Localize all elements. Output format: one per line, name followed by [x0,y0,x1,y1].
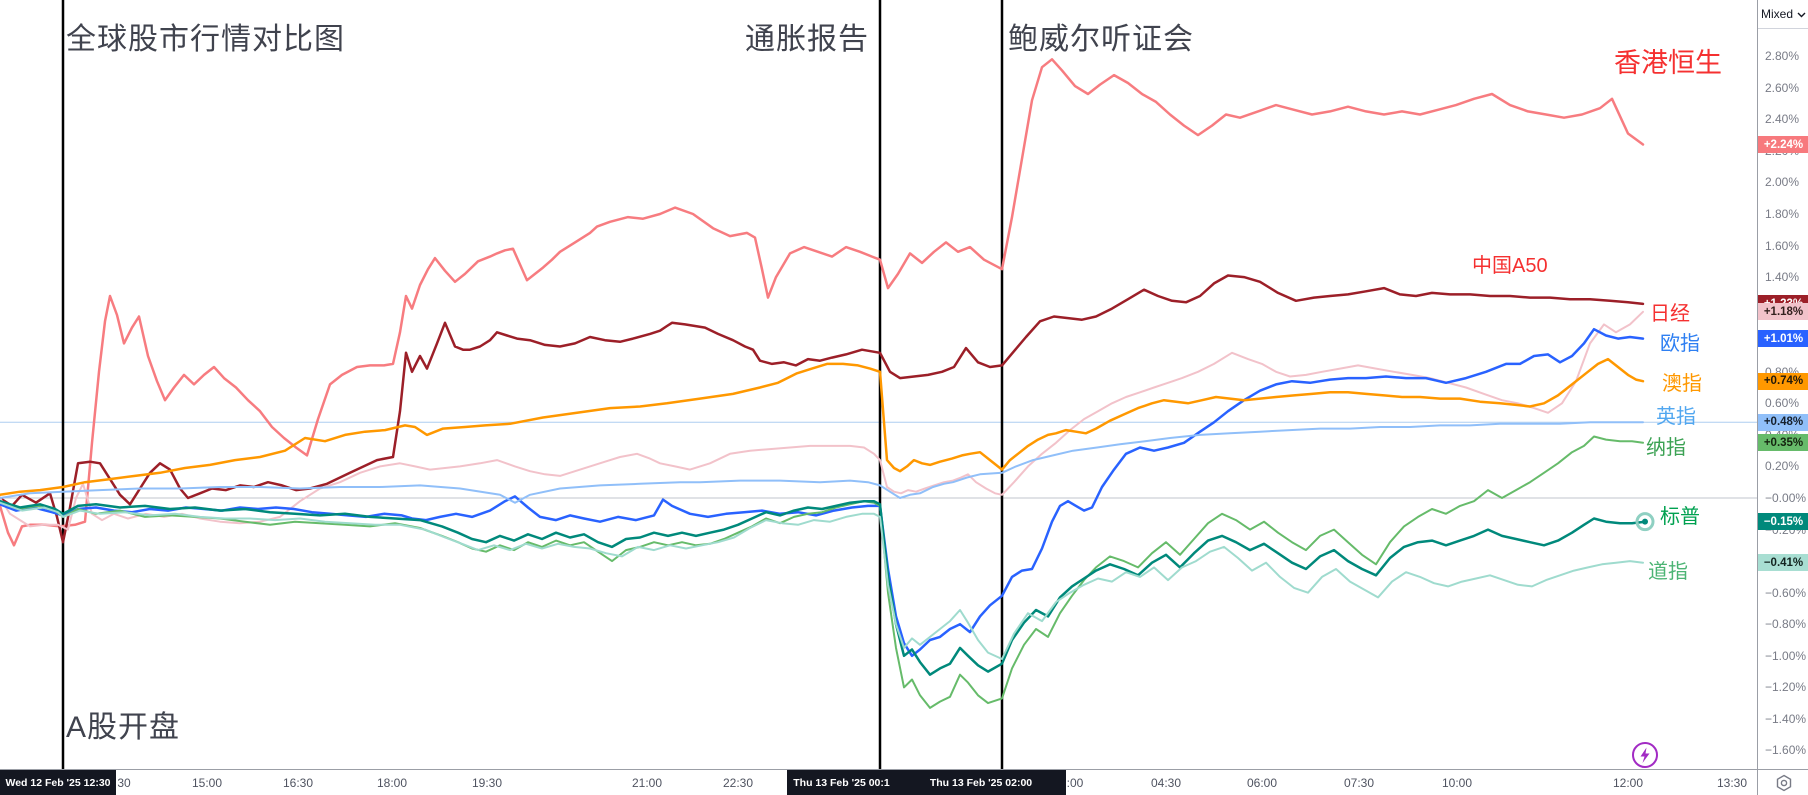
series-label-nikkei[interactable]: 日经 [1650,303,1690,325]
price-tick: −0.00% [1765,491,1807,505]
series-line-nasdaq [0,435,1644,709]
time-tick: 04:30 [1150,776,1182,790]
price-tick: −1.40% [1765,711,1807,726]
scale-mode-button[interactable]: Mixed [1758,0,1808,29]
series-line-europe [0,327,1645,658]
annotation-a-share-open[interactable]: A股开盘 [66,711,181,744]
series-label-uk[interactable]: 英指 [1656,406,1696,428]
date-badge-1: Thu 13 Feb '25 00:1 [787,770,896,795]
series-label-china-a50[interactable]: 中国A50 [1472,255,1548,277]
series-label-australia[interactable]: 澳指 [1662,373,1702,395]
series-line-australia [0,357,1645,497]
price-tick: −0.60% [1765,585,1807,600]
date-badge-0: Wed 12 Feb '25 12:30 [0,770,116,795]
sp500-last-value-ring [1635,512,1655,532]
time-tick: 06:00 [1246,776,1278,790]
price-tick: 0.20% [1765,459,1800,474]
price-badge-+0.48%: +0.48% [1758,413,1808,431]
price-badge-+2.24%: +2.24% [1758,136,1808,154]
price-tick: 1.40% [1765,270,1800,285]
time-tick: 22:30 [722,776,754,790]
lightning-alert-icon[interactable] [1631,741,1659,774]
price-badge-+1.01%: +1.01% [1758,330,1808,348]
time-tick: 19:30 [471,776,503,790]
time-tick: 07:30 [1343,776,1375,790]
price-badge-−0.41%: −0.41% [1758,554,1808,572]
price-tick: 2.00% [1765,175,1800,190]
time-tick: 13:30 [1716,776,1748,790]
time-tick: 30 [117,776,131,790]
time-tick: 18:00 [376,776,408,790]
chart-title[interactable]: 全球股市行情对比图 [66,23,345,56]
price-tick: −1.60% [1765,743,1807,758]
series-label-europe[interactable]: 欧指 [1660,333,1700,355]
series-line-china-a50 [0,274,1645,544]
sp500-last-value-dot [1642,518,1648,525]
price-badge-+0.35%: +0.35% [1758,434,1808,452]
price-badge-−0.15%: −0.15% [1758,513,1808,531]
series-label-nasdaq[interactable]: 纳指 [1646,437,1686,459]
scale-mode-label: Mixed [1760,7,1793,21]
time-tick: 21:00 [631,776,663,790]
price-tick: 0.60% [1765,396,1800,411]
price-tick: 2.40% [1765,112,1800,127]
price-tick: 1.80% [1765,206,1800,221]
price-tick: 2.80% [1765,49,1800,64]
price-tick: 1.60% [1765,238,1800,253]
series-line-sp500 [0,499,1647,676]
time-tick: 15:00 [191,776,223,790]
series-line-uk [0,421,1644,504]
series-label-dow[interactable]: 道指 [1648,561,1688,583]
price-badge-+0.74%: +0.74% [1758,372,1808,390]
gear-icon [1776,774,1791,792]
series-label-hang-seng[interactable]: 香港恒生 [1614,48,1722,78]
series-line-dow [0,501,1644,660]
time-tick: 16:30 [282,776,314,790]
price-tick: 2.60% [1765,80,1800,95]
time-axis[interactable]: 30 15:00 16:30 18:00 19:30 21:00 22:30 :00 04:30… [0,769,1808,795]
plot-area[interactable]: 全球股市行情对比图 通胀报告 鲍威尔听证会 A股开盘 香港恒生中国A50 日经欧指澳指… [0,0,1757,769]
annotation-powell-hearing[interactable]: 鲍威尔听证会 [1008,23,1194,56]
time-tick: :00 [1066,776,1084,790]
price-tick: −0.80% [1765,617,1807,632]
price-tick: −1.20% [1765,680,1807,695]
time-tick: 10:00 [1441,776,1473,790]
price-axis[interactable]: Mixed 2.80%2.60%2.40%2.20%2.00%1.80%1.60… [1757,0,1808,769]
time-tick: 12:00 [1612,776,1644,790]
annotation-inflation-report[interactable]: 通胀报告 [745,23,869,56]
price-tick: −1.00% [1765,648,1807,663]
price-lines-svg [0,0,1757,769]
price-badge-+1.18%: +1.18% [1758,303,1808,321]
chevron-down-icon [1797,7,1806,21]
axis-settings-corner[interactable] [1757,769,1808,795]
series-line-hang-seng [0,58,1645,547]
date-badge-2: Thu 13 Feb '25 02:00 [896,770,1066,795]
series-line-nikkei [0,310,1644,531]
series-label-sp500[interactable]: 标普 [1660,506,1700,528]
